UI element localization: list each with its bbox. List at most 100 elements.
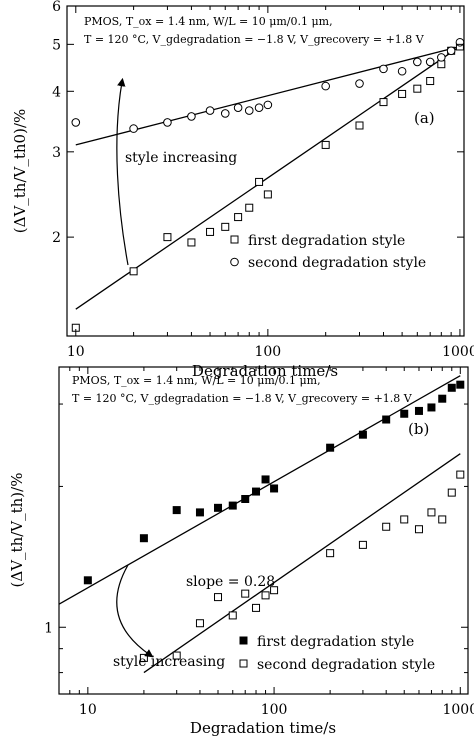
y-tick-label: 2 (52, 230, 61, 246)
data-point-series-2 (252, 603, 261, 612)
data-point-series-1 (228, 501, 237, 510)
data-point-series-2 (438, 515, 447, 524)
slope-label-b: slope = 0.28 (186, 574, 275, 590)
data-point-series-1 (221, 222, 230, 231)
data-point-series-1 (355, 121, 364, 130)
data-point-series-2 (261, 591, 270, 600)
data-point-series-1 (414, 406, 423, 415)
x-ticks-a: 10 100 1000 (66, 6, 474, 360)
data-point-series-1 (270, 484, 279, 493)
data-points-b (83, 380, 465, 662)
legend-marker-second-a (230, 257, 239, 267)
x-tick-label: 100 (261, 702, 288, 718)
data-point-series-1 (252, 487, 261, 496)
data-point-series-2 (205, 106, 215, 115)
data-point-series-1 (187, 238, 196, 247)
data-point-series-1 (437, 60, 446, 69)
panel-label-a: (a) (414, 109, 435, 127)
legend-label-second-b: second degradation style (257, 657, 435, 673)
data-point-series-2 (355, 79, 364, 88)
y-tick-label: 3 (52, 145, 61, 161)
data-point-series-2 (220, 109, 230, 118)
legend-label-first-b: first degradation style (257, 634, 414, 650)
fit-line-series-2 (143, 453, 461, 674)
data-point-series-1 (427, 403, 436, 412)
data-point-series-1 (83, 576, 92, 585)
y-tick-label: 1 (44, 620, 53, 636)
y-ticks-a: 2 3 4 5 6 (52, 0, 464, 246)
data-point-series-1 (206, 227, 215, 236)
data-point-series-2 (254, 103, 264, 113)
data-point-series-2 (425, 57, 435, 67)
x-tick-label: 1000 (442, 702, 474, 718)
x-tick-label: 100 (254, 344, 281, 360)
arrow-label-a: style increasing (125, 150, 237, 166)
data-point-series-1 (195, 508, 204, 517)
legend-marker-first-b (239, 636, 248, 645)
data-point-series-1 (245, 203, 254, 212)
fit-line-series-1 (75, 45, 461, 310)
arrow-label-b: style increasing (113, 654, 225, 670)
data-point-series-2 (446, 46, 456, 56)
data-point-series-1 (379, 98, 388, 107)
data-point-series-1 (172, 506, 181, 515)
x-tick-label: 10 (79, 702, 97, 718)
x-tick-label: 1000 (442, 344, 474, 360)
data-point-series-2 (139, 653, 148, 662)
data-point-series-2 (326, 549, 335, 558)
annotation-line-1-a: PMOS, T_ox = 1.4 nm, W/L = 10 μm/0.1 μm, (84, 15, 333, 28)
data-point-series-2 (263, 100, 273, 110)
data-point-series-1 (129, 267, 138, 276)
y-tick-label: 4 (52, 84, 61, 100)
data-point-series-2 (455, 37, 465, 47)
data-point-series-2 (187, 112, 196, 121)
data-point-series-1 (255, 177, 264, 186)
fit-lines-a (75, 45, 461, 310)
legend-label-first-a: first degradation style (248, 233, 405, 249)
fit-line-series-2 (75, 45, 461, 146)
plot-frame-b (58, 366, 469, 695)
data-point-series-2 (382, 522, 391, 531)
y-ticks-b: 1 (44, 403, 468, 674)
data-point-series-2 (71, 118, 81, 127)
legend-label-second-a: second degradation style (248, 255, 426, 271)
data-point-series-1 (413, 84, 422, 93)
style-arrow-b (116, 564, 154, 658)
data-point-series-2 (270, 586, 279, 595)
data-point-series-1 (214, 503, 223, 512)
data-point-series-1 (456, 380, 465, 389)
style-arrow-a (116, 77, 129, 266)
data-point-series-2 (427, 508, 436, 517)
data-point-series-1 (326, 443, 335, 452)
data-point-series-1 (261, 475, 270, 484)
data-point-series-1 (263, 190, 272, 199)
data-point-series-2 (456, 470, 465, 479)
legend-marker-first-a (230, 235, 239, 244)
chart-panel-b: 10 100 1000 1 PMOS, T_ox = 1.4 nm, W/L = 1… (8, 366, 474, 737)
data-point-series-1 (382, 415, 391, 424)
y-axis-label-a: (ΔV_th/V_th0)/% (11, 109, 29, 233)
data-point-series-2 (172, 651, 181, 660)
data-point-series-2 (413, 57, 422, 67)
data-point-series-2 (244, 106, 254, 115)
data-point-series-1 (321, 140, 330, 149)
annotation-line-1-b: PMOS, T_ox = 1.4 nm, W/L = 10 μm/0.1 μm, (72, 374, 321, 387)
data-point-series-2 (358, 540, 367, 549)
data-point-series-2 (321, 81, 330, 91)
data-point-series-1 (438, 394, 447, 403)
data-point-series-1 (398, 89, 407, 98)
data-point-series-2 (241, 589, 250, 598)
data-point-series-2 (414, 525, 423, 534)
data-point-series-2 (129, 124, 138, 133)
x-axis-label-b: Degradation time/s (190, 719, 336, 737)
data-point-series-1 (163, 233, 172, 242)
data-point-series-2 (233, 103, 243, 113)
data-point-series-2 (195, 619, 204, 628)
data-point-series-1 (447, 383, 456, 392)
data-point-series-1 (400, 409, 409, 418)
x-tick-label: 10 (67, 344, 85, 360)
data-point-series-2 (214, 593, 223, 602)
y-tick-label: 6 (52, 0, 61, 15)
data-point-series-2 (163, 118, 172, 127)
